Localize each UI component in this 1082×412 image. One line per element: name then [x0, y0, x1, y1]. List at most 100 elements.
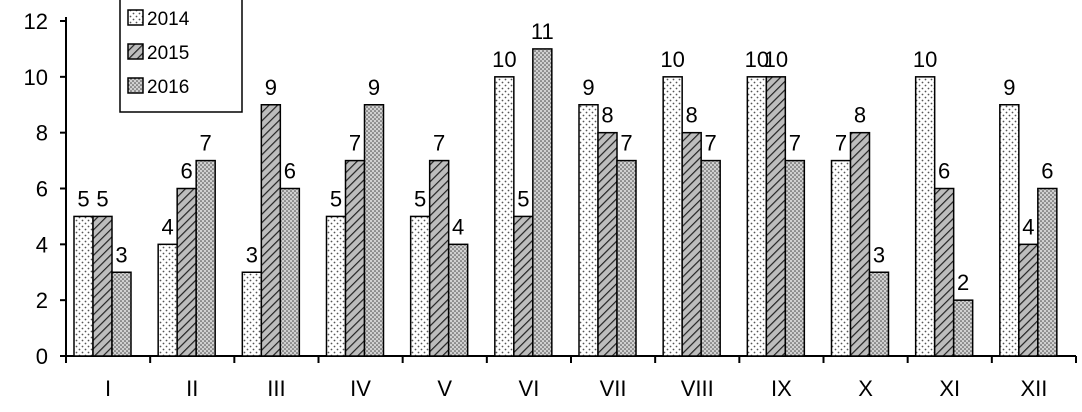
- data-label: 9: [265, 75, 277, 100]
- bar-2014-XII: [999, 104, 1020, 357]
- data-label: 9: [1003, 75, 1015, 100]
- bar-2016-III: [279, 187, 301, 357]
- bar-2014-VII: [578, 104, 599, 357]
- legend-label-2014: 2014: [147, 9, 190, 30]
- x-tick-label: VI: [519, 376, 540, 401]
- bar-2014-IX: [746, 76, 768, 357]
- bar-2014-III: [241, 271, 263, 357]
- data-label: 6: [284, 159, 296, 184]
- data-label: 3: [873, 242, 885, 267]
- data-label: 7: [433, 131, 445, 156]
- bar-2015-VII: [597, 131, 618, 357]
- data-label: 6: [181, 159, 193, 184]
- data-label: 7: [835, 131, 847, 156]
- data-label: 7: [620, 131, 632, 156]
- x-tick-label: X: [858, 376, 873, 401]
- data-label: 7: [705, 131, 717, 156]
- data-label: 10: [660, 47, 684, 72]
- data-label: 5: [96, 186, 108, 211]
- data-label: 8: [686, 103, 698, 128]
- data-label: 10: [913, 47, 937, 72]
- x-tick-label: VIII: [681, 376, 714, 401]
- y-tick-label: 0: [36, 344, 48, 369]
- data-label: 7: [789, 131, 801, 156]
- x-tick-label: XI: [939, 376, 960, 401]
- bar-2015-X: [849, 131, 871, 357]
- x-tick-label: VII: [600, 376, 627, 401]
- bar-2015-XII: [1018, 243, 1039, 357]
- bar-2016-VII: [616, 159, 637, 357]
- bar-2015-III: [260, 104, 282, 357]
- bar-2014-V: [409, 215, 431, 357]
- data-label: 5: [414, 186, 426, 211]
- data-label: 4: [162, 214, 174, 239]
- bar-2014-IV: [325, 215, 347, 357]
- bar-2015-V: [428, 159, 450, 357]
- legend-swatch-2015: [127, 43, 144, 60]
- bar-2014-X: [830, 159, 852, 357]
- bar-2016-XI: [952, 299, 974, 357]
- bar-2016-IX: [784, 159, 806, 357]
- bars: [73, 48, 1058, 357]
- bar-2014-II: [157, 243, 178, 357]
- y-tick-label: 10: [24, 65, 48, 90]
- bar-2014-VI: [494, 76, 515, 357]
- data-label: 8: [854, 103, 866, 128]
- data-label: 4: [452, 214, 464, 239]
- bar-2016-VIII: [700, 159, 721, 357]
- data-label: 9: [368, 75, 380, 100]
- x-tick-label: V: [437, 376, 452, 401]
- data-label: 6: [938, 159, 950, 184]
- bar-2016-VI: [532, 48, 553, 357]
- bar-2015-IX: [765, 76, 787, 357]
- y-tick-label: 2: [36, 288, 48, 313]
- bar-2016-I: [111, 271, 132, 357]
- data-label: 10: [492, 47, 516, 72]
- data-label: 5: [517, 186, 529, 211]
- x-tick-label: IV: [350, 376, 371, 401]
- data-label: 10: [764, 47, 788, 72]
- bar-2016-IV: [363, 104, 385, 357]
- legend-label-2016: 2016: [147, 77, 189, 98]
- legend-swatch-2016: [127, 77, 144, 94]
- bar-2015-XI: [933, 187, 955, 357]
- x-tick-label: III: [267, 376, 285, 401]
- bar-2016-X: [868, 271, 890, 357]
- bar-2014-VIII: [662, 76, 683, 357]
- bar-2015-VIII: [681, 131, 702, 357]
- x-tick-label: XII: [1020, 376, 1047, 401]
- y-tick-label: 12: [24, 9, 48, 34]
- bar-2015-II: [176, 187, 197, 357]
- bar-2016-V: [447, 243, 469, 357]
- data-label: 7: [349, 131, 361, 156]
- data-label: 3: [115, 242, 127, 267]
- data-label: 4: [1022, 214, 1034, 239]
- bar-2015-I: [92, 215, 113, 357]
- data-label: 9: [582, 75, 594, 100]
- bar-2014-XI: [914, 76, 936, 357]
- bar-2015-IV: [344, 159, 366, 357]
- bar-2014-I: [73, 215, 94, 357]
- data-label: 2: [957, 270, 969, 295]
- x-tick-label: I: [105, 376, 111, 401]
- y-tick-label: 8: [36, 121, 48, 146]
- data-label: 8: [601, 103, 613, 128]
- legend-label-2015: 2015: [147, 43, 189, 64]
- y-tick-label: 6: [36, 177, 48, 202]
- data-label: 5: [330, 186, 342, 211]
- legend-swatch-2014: [127, 9, 144, 26]
- data-label: 3: [246, 242, 258, 267]
- data-label: 5: [77, 186, 89, 211]
- bar-2016-II: [195, 159, 216, 357]
- legend: 2014 2015 2016: [119, 0, 243, 113]
- x-tick-label: IX: [771, 376, 792, 401]
- data-label: 10: [745, 47, 769, 72]
- data-label: 11: [531, 19, 554, 44]
- data-label: 7: [200, 131, 212, 156]
- bar-2015-VI: [513, 215, 534, 357]
- y-tick-label: 4: [36, 232, 48, 257]
